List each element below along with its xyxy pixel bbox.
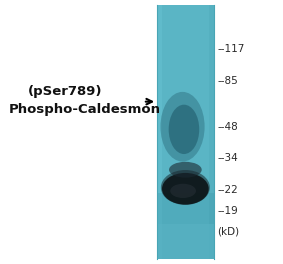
Text: --34: --34	[218, 153, 239, 163]
Bar	[157, 224, 214, 259]
Ellipse shape	[169, 105, 199, 154]
Bar	[157, 5, 162, 259]
Text: (pSer789): (pSer789)	[28, 84, 103, 98]
Text: Phospho-Caldesmon: Phospho-Caldesmon	[8, 103, 160, 116]
Ellipse shape	[170, 184, 196, 198]
Bar	[209, 5, 214, 259]
Text: --22: --22	[218, 185, 239, 195]
Bar	[157, 193, 214, 259]
Text: --19: --19	[218, 206, 239, 216]
Ellipse shape	[162, 173, 209, 205]
Ellipse shape	[161, 170, 210, 205]
Text: (kD): (kD)	[217, 226, 239, 236]
Ellipse shape	[169, 162, 202, 178]
Ellipse shape	[160, 92, 205, 162]
Text: --48: --48	[218, 122, 239, 132]
Text: --117: --117	[218, 44, 245, 54]
Text: --85: --85	[218, 76, 239, 86]
Bar	[157, 5, 214, 259]
